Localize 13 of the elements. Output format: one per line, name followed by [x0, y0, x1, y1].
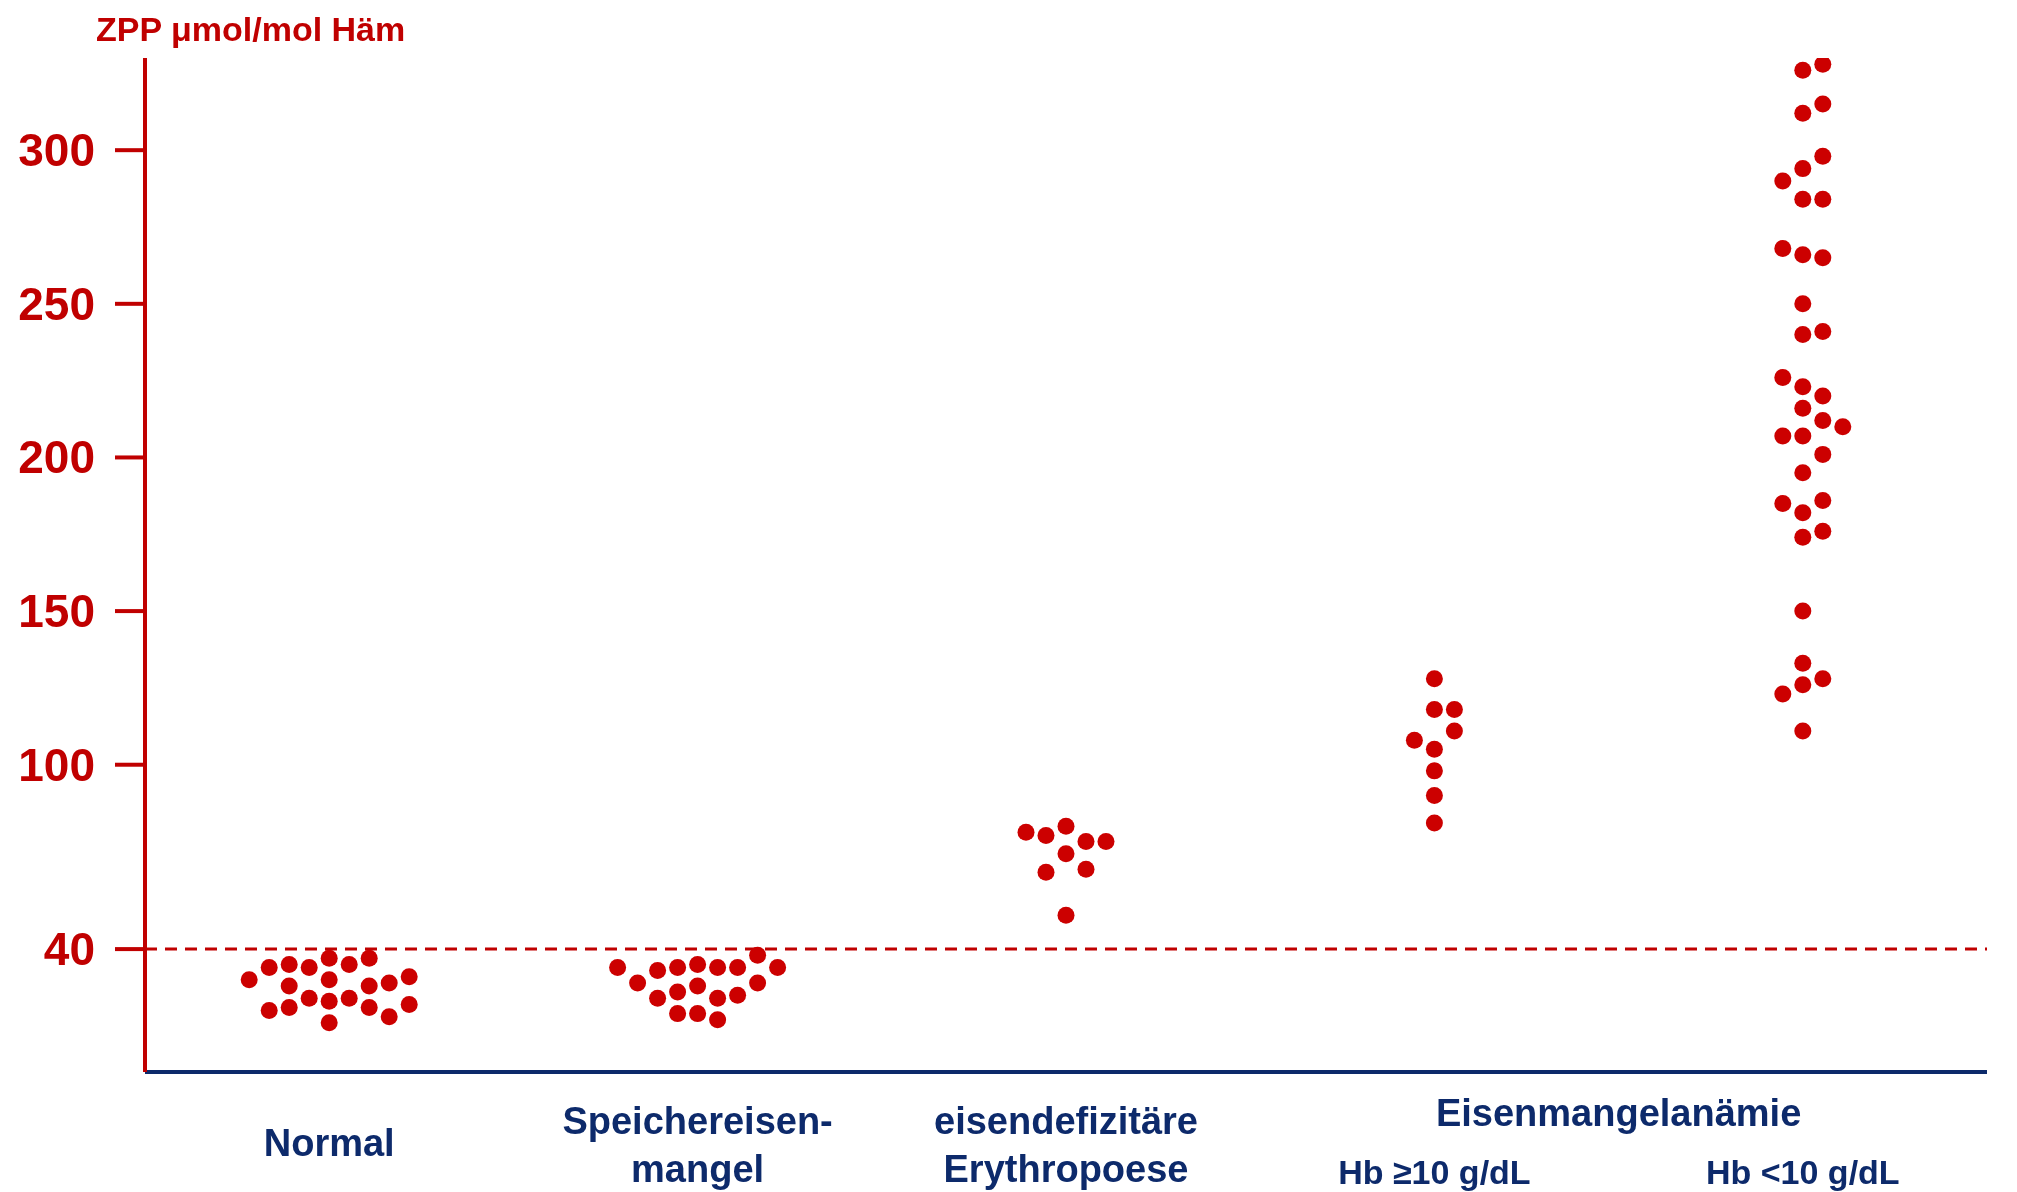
y-tick-label: 100 [18, 738, 95, 791]
y-tick-label: 250 [18, 277, 95, 330]
x-tick-label: Hb <10 g/dL [1705, 1153, 1900, 1191]
text: Eisenmangelanämie [1435, 1092, 1802, 1135]
x-tick-label: eisendefizitäre Erythropoese [934, 1100, 1198, 1190]
x-tick-label: Normal [263, 1122, 395, 1164]
y-tick-label: 200 [18, 431, 95, 484]
y-axis-title: ZPP μmol/mol Häm [96, 10, 406, 49]
x-tick-label: Hb ≥10 g/dL [1338, 1153, 1531, 1191]
y-tick-label: 150 [18, 585, 95, 638]
y-tick-label: 40 [43, 923, 95, 976]
x-tick-label: Speichereisen- mangel [562, 1100, 833, 1190]
y-tick-label: 300 [18, 124, 95, 177]
